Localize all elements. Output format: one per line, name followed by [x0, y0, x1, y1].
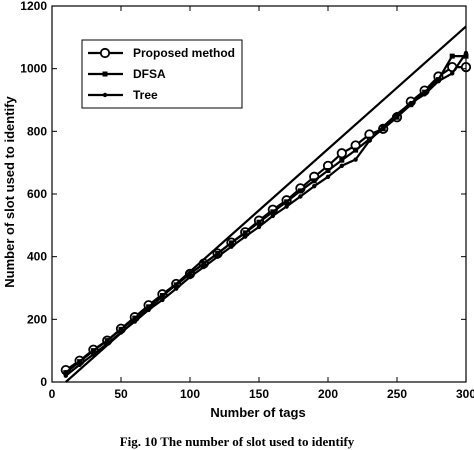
point-tree: [312, 183, 317, 189]
point-dfsa: [63, 370, 69, 376]
point-proposed-method: [336, 148, 347, 159]
point-tree: [394, 111, 400, 117]
figure-caption: Fig. 10 The number of slot used to ident…: [120, 434, 355, 449]
point-tree: [201, 264, 206, 270]
legend: Proposed method DFSA Tree: [81, 39, 243, 109]
point-tree: [284, 204, 289, 209]
legend-marker-proposed: [99, 47, 111, 59]
point-dfsa: [146, 304, 152, 310]
y-tick-label: 1200: [20, 0, 47, 13]
point-tree: [256, 224, 262, 230]
point-dfsa: [215, 251, 221, 257]
x-tick-label: 150: [249, 387, 269, 401]
point-dfsa: [449, 53, 455, 59]
y-tick-label: 1000: [20, 62, 47, 76]
point-dfsa: [228, 240, 234, 246]
point-dfsa: [90, 348, 96, 354]
y-tick-label: 800: [27, 124, 47, 138]
point-dfsa: [311, 178, 317, 184]
x-tick-label: 300: [456, 387, 474, 401]
point-dfsa: [353, 147, 359, 153]
legend-marker-tree: [102, 92, 108, 98]
x-tick-label: 0: [49, 387, 56, 401]
point-tree: [187, 274, 193, 280]
point-tree: [298, 194, 303, 199]
point-dfsa: [297, 188, 303, 194]
data-layer: [60, 25, 472, 383]
point-tree: [436, 79, 441, 84]
point-dfsa: [270, 209, 276, 215]
y-tick-label: 0: [40, 375, 47, 389]
point-dfsa: [339, 157, 345, 163]
y-tick-label: 600: [27, 187, 47, 201]
point-tree: [160, 297, 165, 303]
point-dfsa: [325, 168, 331, 173]
legend-marker-dfsa: [102, 71, 108, 77]
x-tick-label: 100: [180, 387, 200, 401]
point-tree: [422, 92, 427, 97]
point-tree: [408, 100, 413, 106]
legend-label-tree: Tree: [133, 88, 158, 102]
y-tick-label: 200: [27, 312, 47, 326]
legend-label-proposed: Proposed method: [133, 46, 235, 60]
point-tree: [215, 254, 220, 259]
point-tree: [367, 138, 372, 143]
point-tree: [229, 244, 234, 249]
x-tick-label: 200: [318, 387, 338, 401]
y-tick-label: 400: [27, 250, 47, 264]
point-tree: [450, 71, 455, 76]
legend-label-dfsa: DFSA: [133, 67, 166, 81]
x-tick-label: 50: [114, 387, 128, 401]
point-tree: [174, 286, 179, 291]
point-dfsa: [201, 261, 207, 267]
point-dfsa: [256, 219, 262, 225]
point-tree: [381, 124, 386, 129]
point-dfsa: [104, 338, 110, 344]
point-tree: [77, 362, 82, 367]
point-dfsa: [77, 359, 83, 365]
point-dfsa: [394, 114, 400, 120]
x-axis-title: Number of tags: [210, 405, 305, 420]
point-tree: [339, 163, 344, 168]
y-axis-title: Number of slot used to identify: [2, 96, 17, 288]
ticks-layer: 0 50 100 150 200 250 300 0 200 400 600 800 1000 1200: [20, 0, 474, 401]
point-dfsa: [242, 230, 248, 236]
point-tree: [270, 213, 275, 219]
point-tree: [63, 373, 68, 378]
x-tick-label: 250: [387, 387, 407, 401]
point-dfsa: [132, 315, 138, 321]
point-dfsa: [187, 271, 193, 277]
point-tree: [243, 234, 248, 239]
point-tree: [325, 174, 331, 179]
series-line-reference: [65, 25, 467, 383]
point-tree: [353, 157, 358, 162]
point-dfsa: [284, 199, 290, 205]
point-dfsa: [118, 326, 124, 332]
